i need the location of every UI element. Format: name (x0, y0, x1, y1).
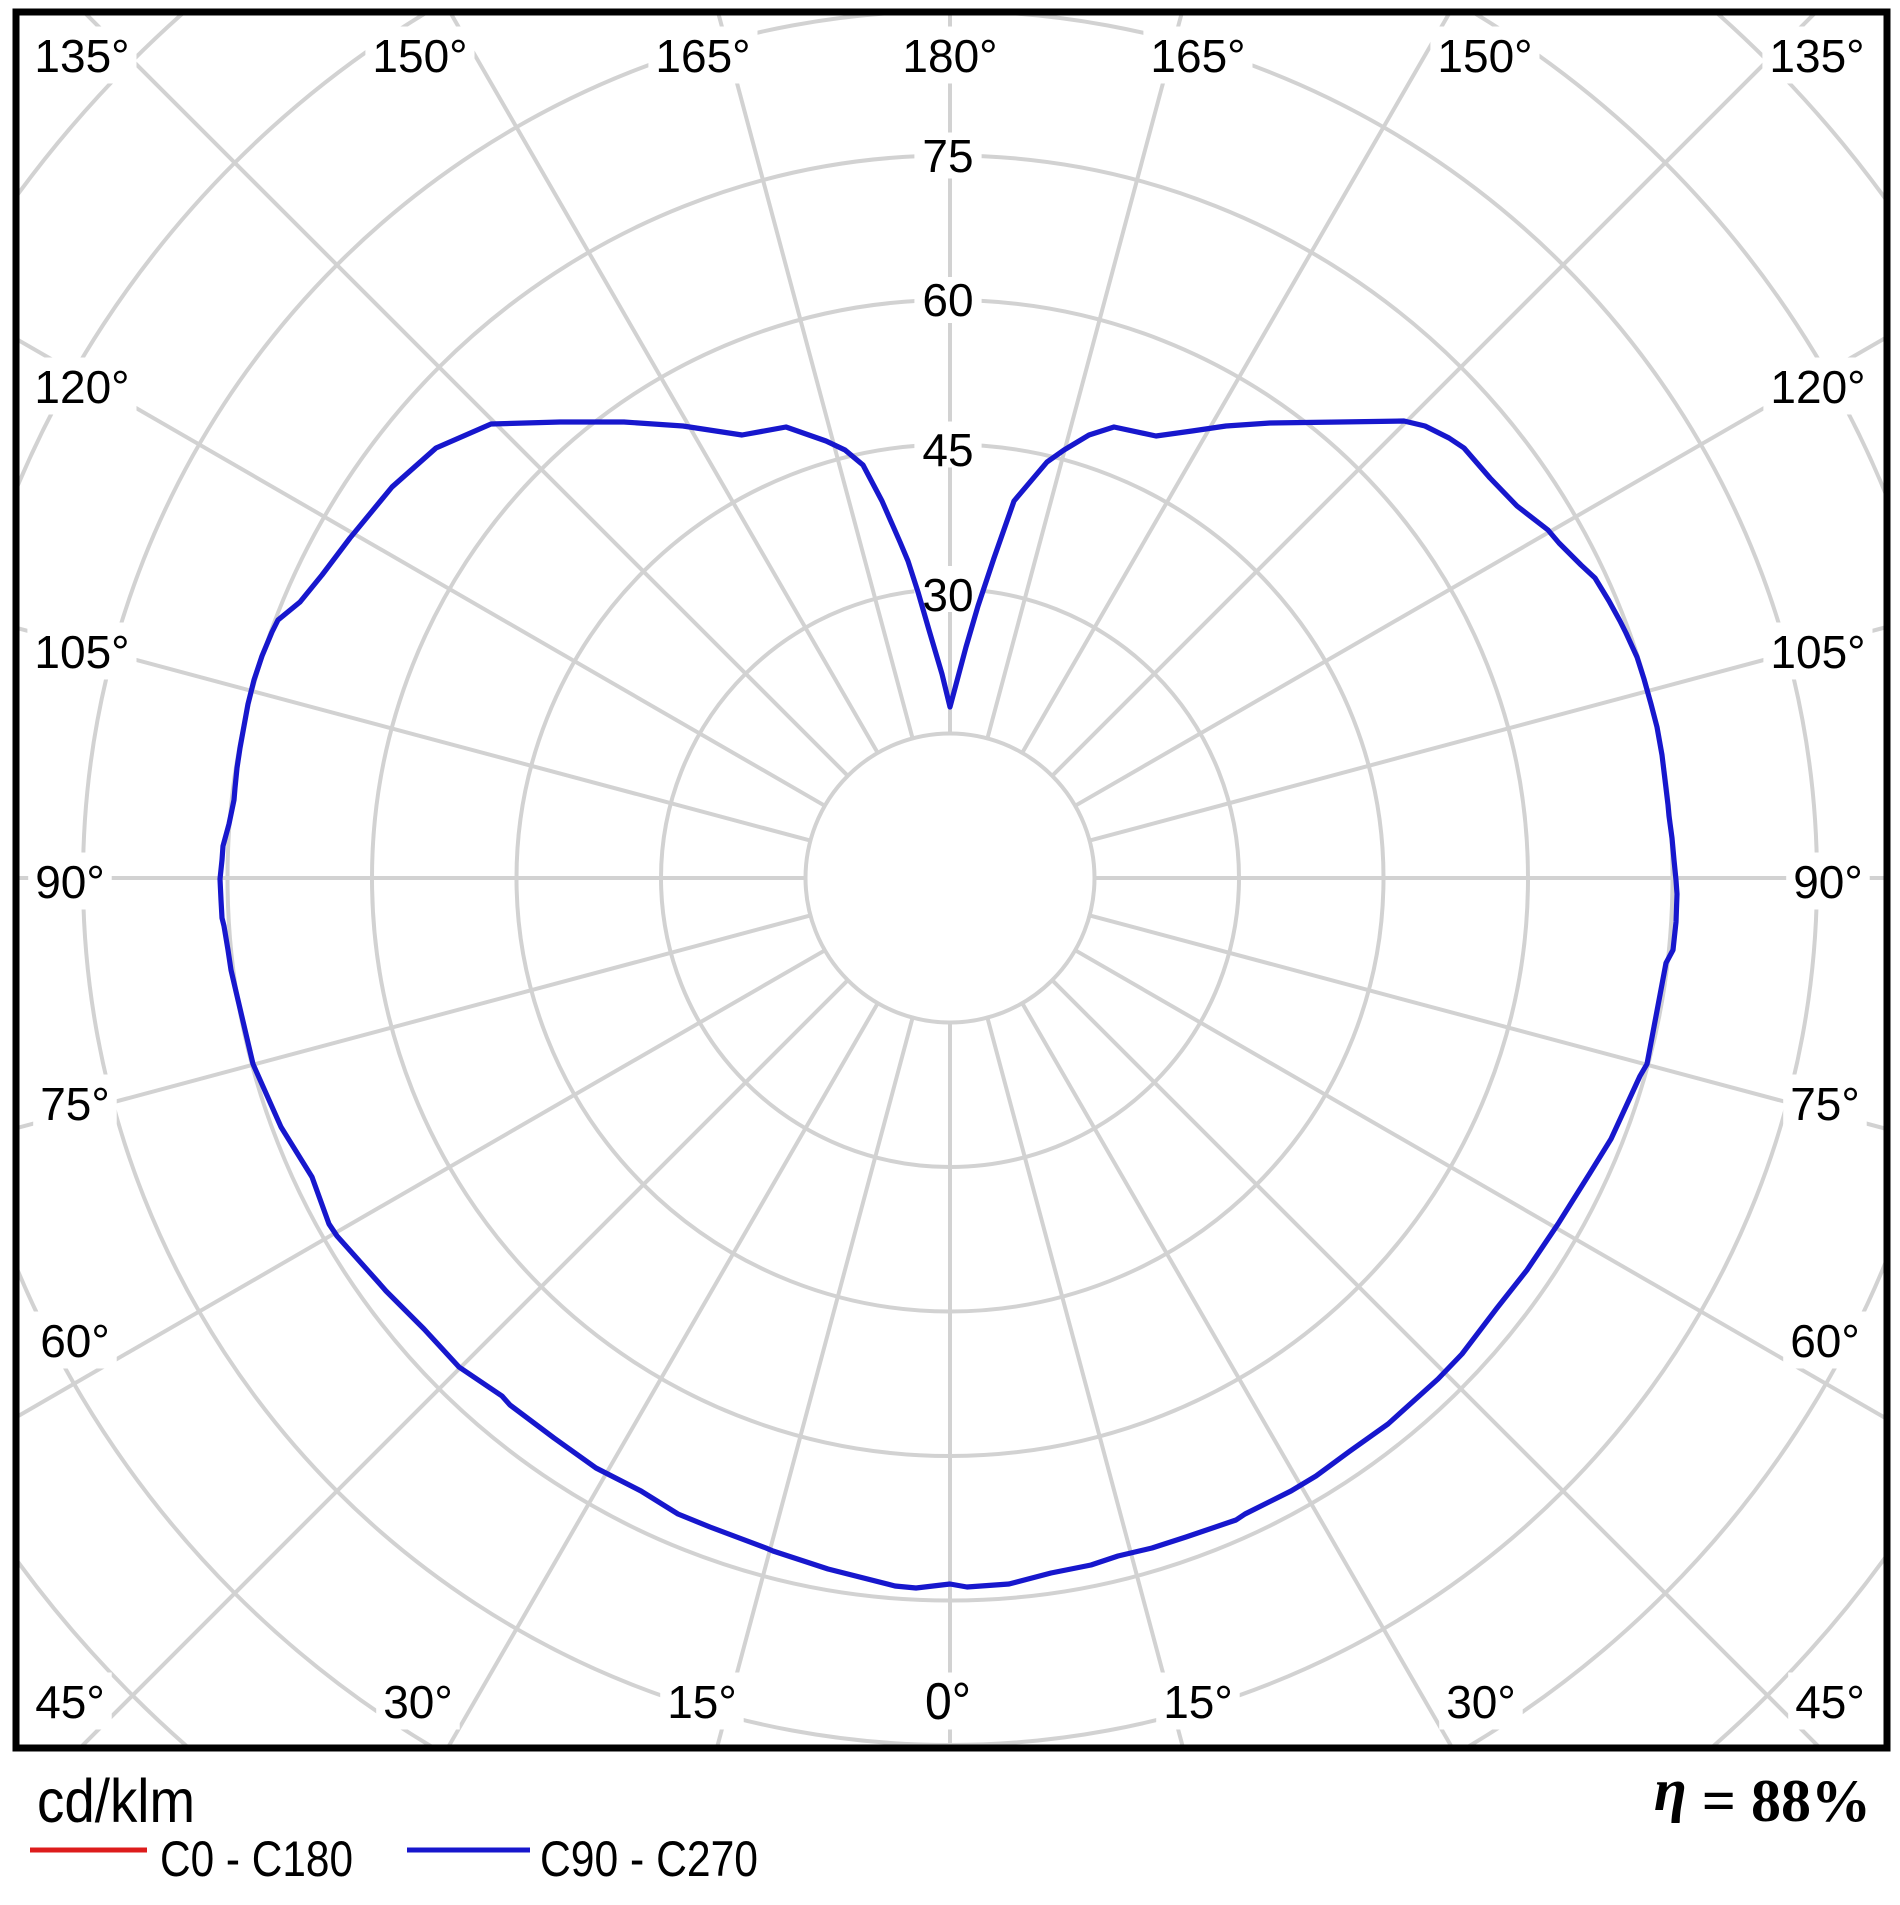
svg-text:45: 45 (922, 424, 973, 476)
svg-text:75: 75 (922, 130, 973, 182)
svg-text:135°: 135° (34, 30, 129, 82)
svg-text:30°: 30° (383, 1676, 453, 1728)
svg-text:60°: 60° (1790, 1315, 1860, 1367)
svg-text:150°: 150° (1437, 30, 1532, 82)
svg-text:45°: 45° (35, 1676, 105, 1728)
svg-text:30°: 30° (1446, 1676, 1516, 1728)
svg-text:180°: 180° (902, 30, 997, 82)
svg-text:105°: 105° (1770, 626, 1865, 678)
svg-text:90°: 90° (35, 856, 105, 908)
svg-text:150°: 150° (372, 30, 467, 82)
svg-text:60: 60 (922, 274, 973, 326)
svg-text:C0 - C180: C0 - C180 (160, 1831, 353, 1887)
svg-text:60°: 60° (40, 1315, 110, 1367)
svg-text:15°: 15° (1163, 1676, 1233, 1728)
svg-text:165°: 165° (1150, 30, 1245, 82)
svg-text:120°: 120° (1770, 361, 1865, 413)
svg-text:15°: 15° (667, 1676, 737, 1728)
svg-text:105°: 105° (34, 626, 129, 678)
svg-text:75°: 75° (40, 1078, 110, 1130)
svg-text:η = 88%: η = 88% (1654, 1757, 1871, 1834)
svg-text:120°: 120° (34, 361, 129, 413)
svg-text:cd/klm: cd/klm (37, 1767, 195, 1835)
svg-text:135°: 135° (1769, 30, 1864, 82)
svg-text:75°: 75° (1790, 1078, 1860, 1130)
svg-text:45°: 45° (1795, 1676, 1865, 1728)
svg-text:0°: 0° (925, 1673, 971, 1731)
svg-text:165°: 165° (655, 30, 750, 82)
svg-text:C90 - C270: C90 - C270 (540, 1831, 758, 1887)
svg-text:90°: 90° (1793, 856, 1863, 908)
svg-text:30: 30 (922, 569, 973, 621)
